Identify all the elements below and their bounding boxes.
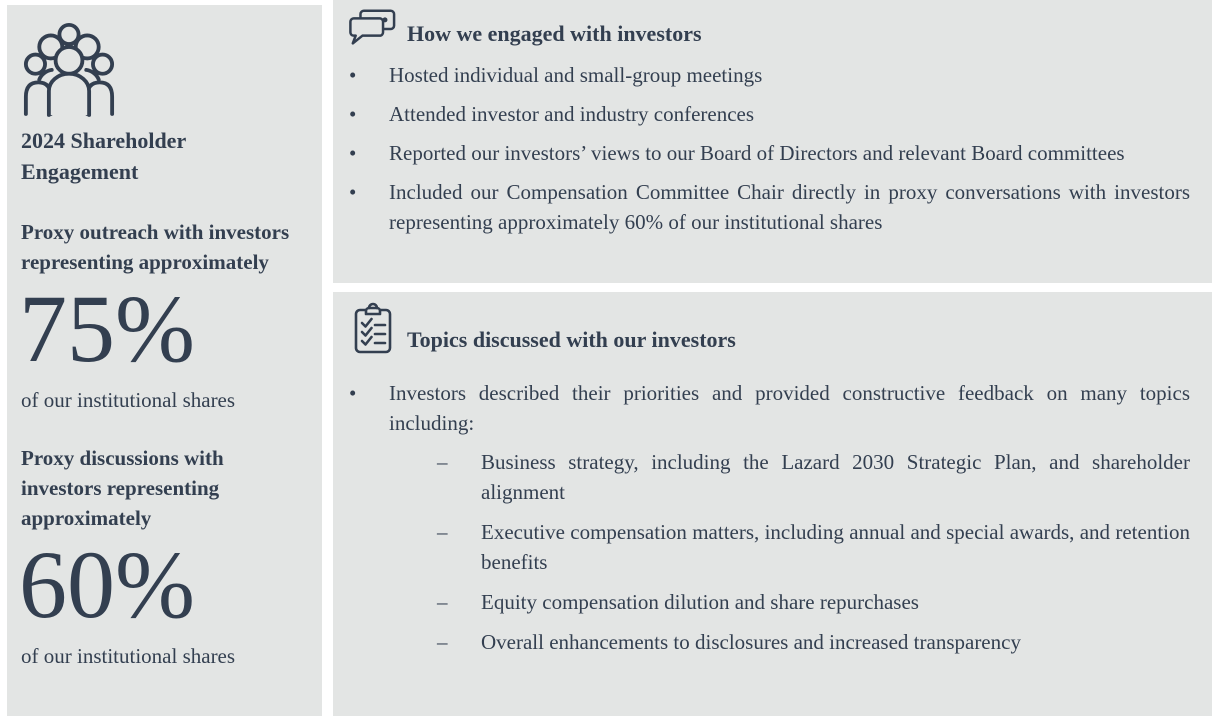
list-item: • Reported our investors’ views to our B…: [348, 138, 1190, 168]
dash-marker: –: [437, 590, 448, 614]
shareholder-engagement-panel: 2024 Shareholder Engagement Proxy outrea…: [7, 5, 322, 716]
bullet-marker: •: [349, 141, 357, 165]
list-item: • Hosted individual and small-group meet…: [348, 60, 1190, 90]
dash-marker: –: [437, 520, 448, 544]
stat-caption: of our institutional shares: [21, 644, 236, 668]
list-item: – Equity compensation dilution and share…: [437, 587, 1190, 617]
bullet-marker: •: [349, 63, 357, 87]
stat-caption: of our institutional shares: [21, 388, 236, 412]
list-item: • Included our Compensation Committee Ch…: [348, 177, 1190, 237]
sub-bullet-text: Executive compensation matters, includin…: [481, 520, 1190, 574]
box-title: Topics discussed with our investors: [407, 327, 736, 352]
box-header: Topics discussed with our investors: [348, 302, 1190, 356]
sub-bullet-text: Equity compensation dilution and share r…: [481, 590, 919, 614]
bullet-text: Attended investor and industry conferenc…: [389, 102, 755, 126]
topics-bullet-list: • Investors described their priorities a…: [348, 378, 1190, 438]
stat-proxy-outreach: Proxy outreach with investors representi…: [19, 217, 308, 413]
bullet-marker: •: [349, 381, 357, 405]
list-item: – Overall enhancements to disclosures an…: [437, 627, 1190, 657]
list-item: – Executive compensation matters, includ…: [437, 517, 1190, 577]
sub-bullet-text: Overall enhancements to disclosures and …: [481, 630, 1021, 654]
stat-proxy-discussions: Proxy discussions with investors represe…: [19, 443, 308, 669]
bullet-text: Reported our investors’ views to our Boa…: [389, 141, 1125, 165]
list-item: • Investors described their priorities a…: [348, 378, 1190, 438]
sub-bullet-text: Business strategy, including the Lazard …: [481, 450, 1190, 504]
topics-discussed-box: Topics discussed with our investors • In…: [333, 292, 1212, 716]
speech-bubbles-icon: [349, 9, 396, 45]
bullet-marker: •: [349, 180, 357, 204]
panel-title: 2024 Shareholder Engagement: [21, 128, 186, 184]
stat-lead: Proxy outreach with investors representi…: [21, 220, 290, 274]
engagement-bullet-list: • Hosted individual and small-group meet…: [348, 60, 1190, 237]
dash-marker: –: [437, 450, 448, 474]
topics-sub-list: – Business strategy, including the Lazar…: [348, 447, 1190, 657]
how-we-engaged-box: How we engaged with investors • Hosted i…: [333, 0, 1212, 283]
stat-value: 75%: [19, 275, 195, 382]
box-title: How we engaged with investors: [407, 21, 702, 46]
dash-marker: –: [437, 630, 448, 654]
bullet-text: Investors described their priorities and…: [389, 381, 1190, 435]
box-header: How we engaged with investors: [348, 8, 1190, 48]
bullet-marker: •: [349, 102, 357, 126]
clipboard-checklist-icon: [354, 302, 392, 354]
people-group-icon: [23, 22, 115, 117]
list-item: • Attended investor and industry confere…: [348, 99, 1190, 129]
stat-value: 60%: [19, 531, 195, 638]
bullet-text: Hosted individual and small-group meetin…: [389, 63, 763, 87]
list-item: – Business strategy, including the Lazar…: [437, 447, 1190, 507]
bullet-text: Included our Compensation Committee Chai…: [389, 180, 1190, 234]
stat-lead: Proxy discussions with investors represe…: [21, 446, 224, 530]
